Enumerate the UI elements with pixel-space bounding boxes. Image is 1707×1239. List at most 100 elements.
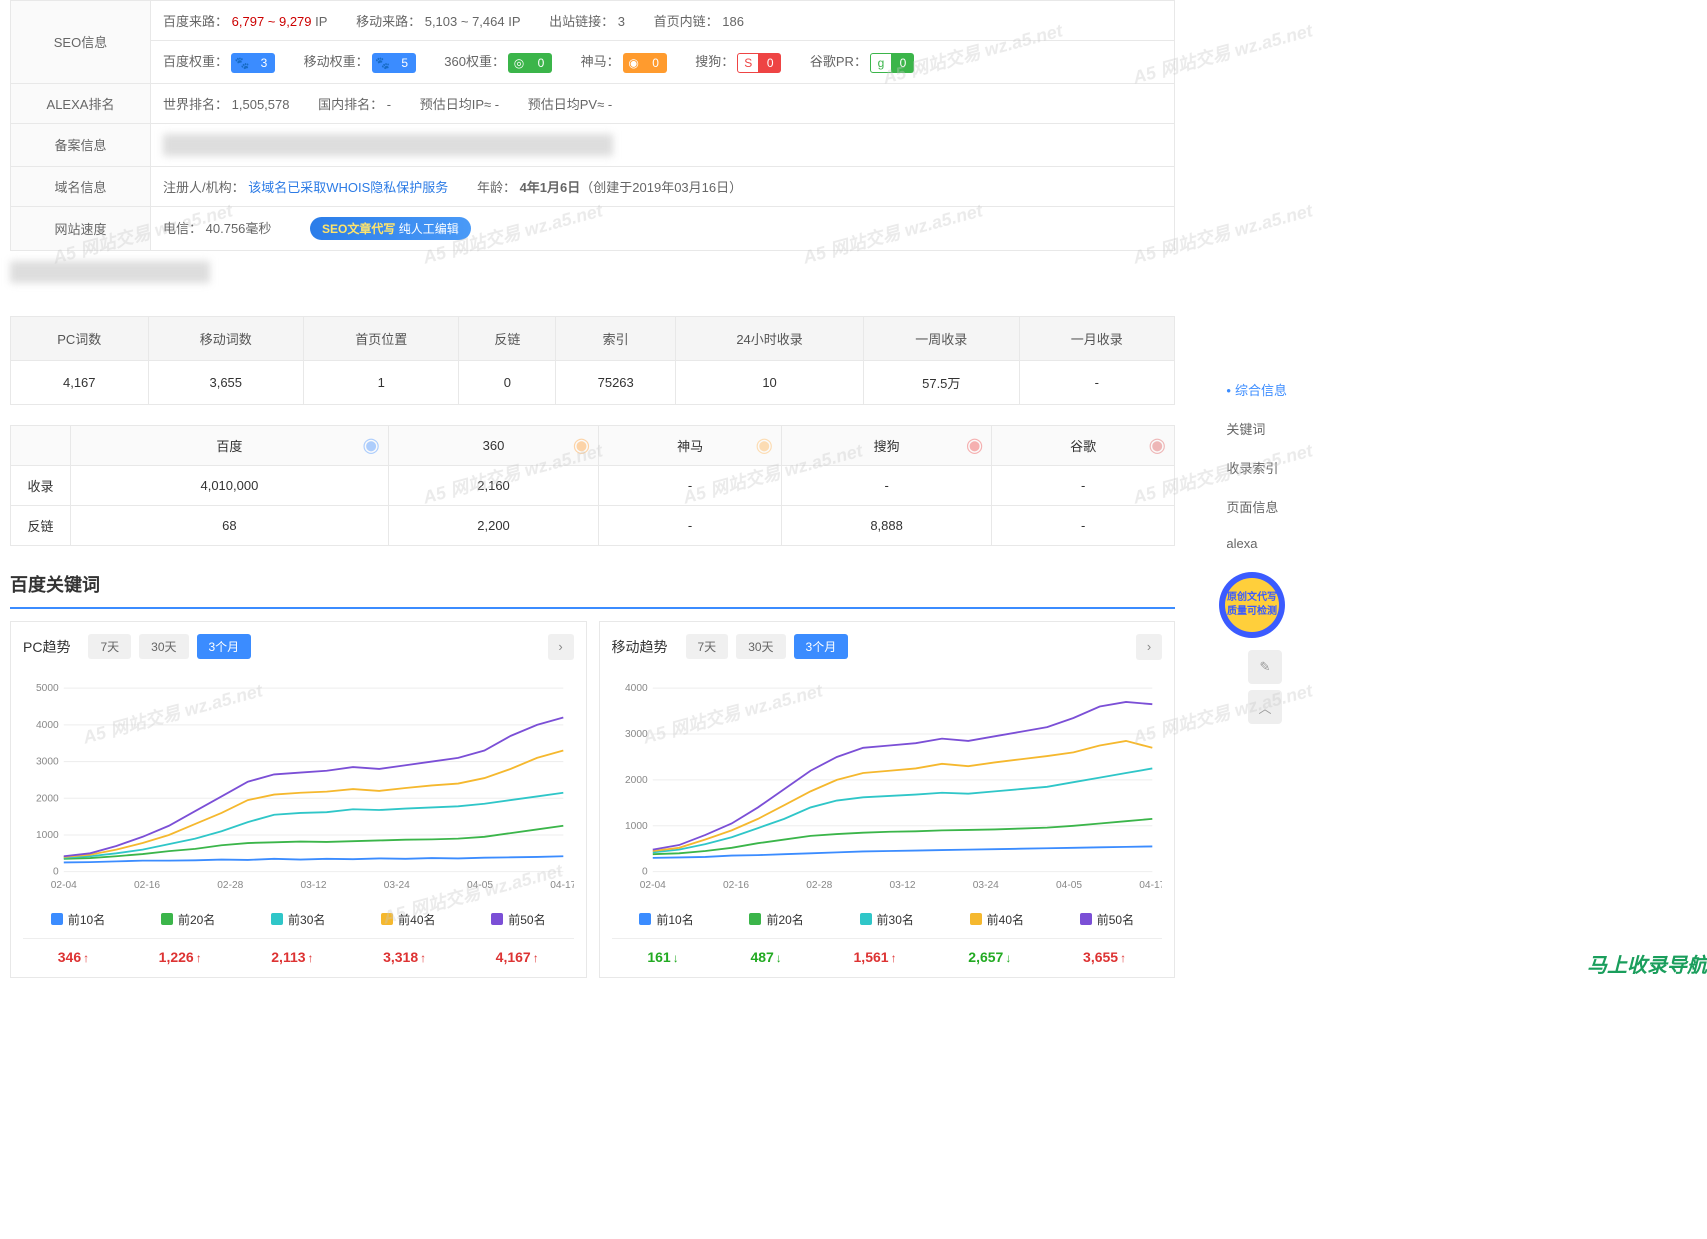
engine-header[interactable]: 360◉ <box>388 425 598 465</box>
svg-text:原创文代写: 原创文代写 <box>1227 590 1277 603</box>
engine-value: - <box>992 465 1175 505</box>
engine-value: 2,200 <box>388 505 598 545</box>
stats-value: 3,655 <box>148 360 303 404</box>
bottom-stat: 487 <box>750 949 781 965</box>
baidu-paw-icon: 🐾 <box>231 53 253 73</box>
svg-text:1000: 1000 <box>36 830 59 841</box>
svg-text:04-17: 04-17 <box>1139 880 1162 891</box>
stats-header: 移动词数 <box>148 316 303 360</box>
stats-header: 索引 <box>556 316 676 360</box>
engine-table: 百度◉360◉神马◉搜狗◉谷歌◉ 收录4,010,0002,160--- 反链6… <box>10 425 1175 546</box>
domain-label: 域名信息 <box>11 166 151 206</box>
svg-text:02-28: 02-28 <box>217 880 243 891</box>
engine-header[interactable]: 神马◉ <box>599 425 782 465</box>
bottom-stat: 1,226 <box>159 949 202 965</box>
svg-text:4000: 4000 <box>625 683 648 694</box>
bottom-stat: 2,113 <box>271 949 313 965</box>
mobile-bottom-row: 1614871,5612,6573,655 <box>612 938 1163 965</box>
pc-chart-panel: PC趋势 7天 30天 3个月 › 0100020003000400050000… <box>10 621 587 978</box>
legend-item[interactable]: 前20名 <box>749 911 803 928</box>
seo-banner[interactable]: SEO文章代写 纯人工编辑 <box>310 217 471 240</box>
tab-30d[interactable]: 30天 <box>139 634 188 659</box>
engine-value: - <box>992 505 1175 545</box>
engine-value: - <box>781 465 991 505</box>
legend-item[interactable]: 前30名 <box>271 911 325 928</box>
svg-text:04-05: 04-05 <box>1056 880 1082 891</box>
baidu-paw-icon: 🐾 <box>372 53 394 73</box>
tab-7d[interactable]: 7天 <box>686 634 729 659</box>
speed-row: 电信： 40.756毫秒 SEO文章代写 纯人工编辑 <box>151 206 1175 250</box>
scroll-top-icon[interactable]: ︿ <box>1248 690 1282 724</box>
seo-info-table: SEO信息 百度来路： 6,797 ~ 9,279 IP 移动来路： 5,103… <box>10 0 1175 251</box>
bottom-stat: 346 <box>58 949 89 965</box>
tab-3m[interactable]: 3个月 <box>197 634 252 659</box>
tab-3m[interactable]: 3个月 <box>794 634 849 659</box>
expand-icon[interactable]: › <box>548 634 574 660</box>
svg-text:03-12: 03-12 <box>889 880 915 891</box>
svg-text:03-12: 03-12 <box>301 880 327 891</box>
legend-item[interactable]: 前50名 <box>491 911 545 928</box>
side-nav: 综合信息关键词收录索引页面信息alexa <box>1226 370 1287 561</box>
svg-text:1000: 1000 <box>625 820 648 831</box>
svg-text:2000: 2000 <box>625 775 648 786</box>
bottom-stat: 3,655 <box>1083 949 1126 965</box>
tab-30d[interactable]: 30天 <box>736 634 785 659</box>
mobile-chart-title: 移动趋势 <box>612 637 668 657</box>
mobile-chart-panel: 移动趋势 7天 30天 3个月 › 0 1000 2000 3000 4000 02-04… <box>599 621 1176 978</box>
engine-value: - <box>599 505 782 545</box>
stats-value: 57.5万 <box>864 360 1019 404</box>
legend-item[interactable]: 前20名 <box>161 911 215 928</box>
alexa-label: ALEXA排名 <box>11 83 151 123</box>
legend-item[interactable]: 前30名 <box>860 911 914 928</box>
stats-value: 1 <box>303 360 458 404</box>
row-label: 反链 <box>11 505 71 545</box>
bottom-stat: 2,657 <box>968 949 1011 965</box>
stats-value: 10 <box>676 360 864 404</box>
stats-header: 反链 <box>459 316 556 360</box>
stats-value: 75263 <box>556 360 676 404</box>
stats-header: PC词数 <box>11 316 149 360</box>
engine-value: 2,160 <box>388 465 598 505</box>
svg-text:3000: 3000 <box>625 729 648 740</box>
svg-text:04-05: 04-05 <box>467 880 493 891</box>
engine-header[interactable]: 搜狗◉ <box>781 425 991 465</box>
sidenav-item[interactable]: 综合信息 <box>1226 370 1287 409</box>
legend-item[interactable]: 前40名 <box>970 911 1024 928</box>
sidenav-item[interactable]: 页面信息 <box>1226 487 1287 526</box>
svg-text:0: 0 <box>642 866 648 877</box>
sidenav-item[interactable]: 收录索引 <box>1226 448 1287 487</box>
bottom-stat: 4,167 <box>496 949 539 965</box>
bottom-cta[interactable]: 马上收录导航 <box>1587 949 1707 978</box>
seo-traffic-row: 百度来路： 6,797 ~ 9,279 IP 移动来路： 5,103 ~ 7,4… <box>151 1 1175 41</box>
beian-label: 备案信息 <box>11 123 151 166</box>
svg-text:02-04: 02-04 <box>51 880 77 891</box>
legend-item[interactable]: 前10名 <box>639 911 693 928</box>
expand-icon[interactable]: › <box>1136 634 1162 660</box>
stats-value: 4,167 <box>11 360 149 404</box>
edit-icon[interactable]: ✎ <box>1248 650 1282 684</box>
svg-text:4000: 4000 <box>36 719 59 730</box>
sidenav-item[interactable]: alexa <box>1226 526 1287 561</box>
sidenav-item[interactable]: 关键词 <box>1226 409 1287 448</box>
float-tools: ✎ ︿ <box>1248 650 1282 730</box>
legend-item[interactable]: 前50名 <box>1080 911 1134 928</box>
mobile-legend: 前10名 前20名 前30名 前40名 前50名 <box>612 911 1163 928</box>
sogou-icon: S <box>737 53 759 73</box>
svg-text:03-24: 03-24 <box>972 880 998 891</box>
pc-chart-title: PC趋势 <box>23 637 70 657</box>
engine-header[interactable]: 谷歌◉ <box>992 425 1175 465</box>
legend-item[interactable]: 前40名 <box>381 911 435 928</box>
domain-row: 注册人/机构： 该域名已采取WHOIS隐私保护服务 年龄： 4年1月6日（创建于… <box>151 166 1175 206</box>
bottom-stat: 3,318 <box>383 949 426 965</box>
svg-text:2000: 2000 <box>36 793 59 804</box>
stats-header: 首页位置 <box>303 316 458 360</box>
svg-text:02-04: 02-04 <box>639 880 665 891</box>
tab-7d[interactable]: 7天 <box>88 634 131 659</box>
engine-header[interactable]: 百度◉ <box>71 425 389 465</box>
svg-text:3000: 3000 <box>36 756 59 767</box>
seo-weight-row: 百度权重：🐾3 移动权重：🐾5 360权重：◎0 神马：◉0 搜狗：S0 谷歌P… <box>151 41 1175 84</box>
svg-text:5000: 5000 <box>36 683 59 694</box>
legend-item[interactable]: 前10名 <box>51 911 105 928</box>
promo-badge[interactable]: 原创文代写质量可检测 <box>1217 570 1287 640</box>
row-label: 收录 <box>11 465 71 505</box>
